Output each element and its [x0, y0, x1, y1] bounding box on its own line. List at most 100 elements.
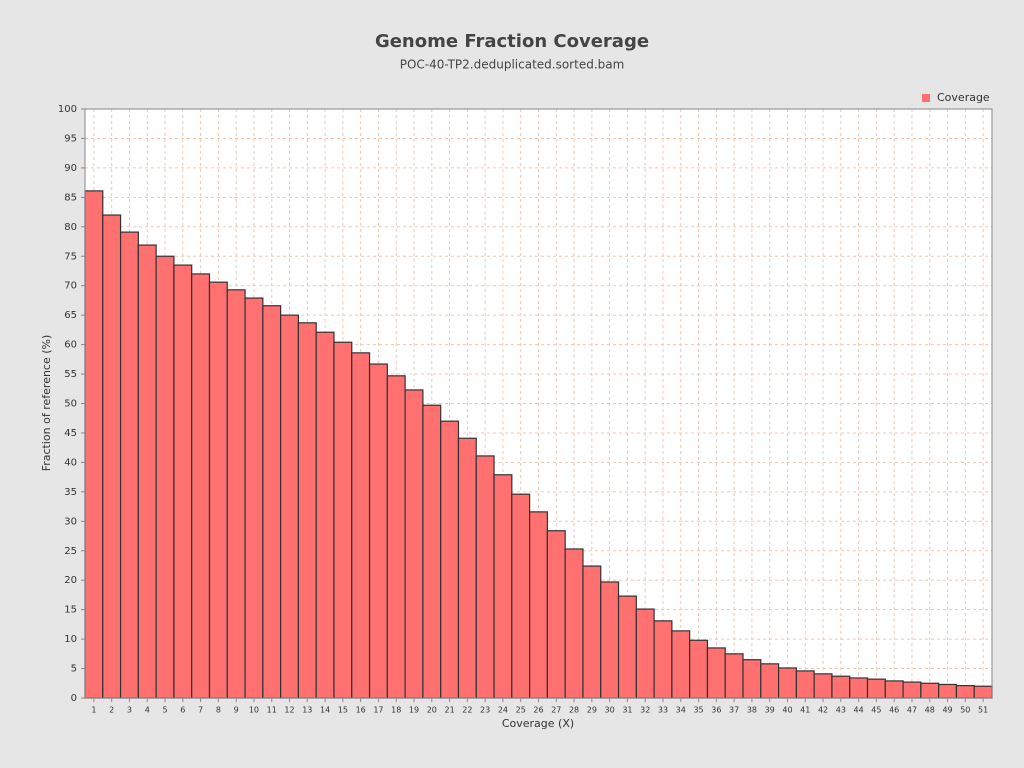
y-tick-label: 30 [64, 516, 77, 527]
y-tick-label: 75 [64, 251, 77, 262]
x-tick-label: 15 [338, 706, 348, 715]
x-tick-label: 31 [622, 706, 632, 715]
y-tick-label: 25 [64, 546, 77, 557]
bar [244, 297, 264, 699]
bar [653, 620, 673, 699]
bar [920, 682, 940, 699]
x-tick-label: 14 [320, 706, 330, 715]
bar [866, 678, 886, 699]
bar [689, 639, 709, 699]
bar [831, 675, 851, 699]
bar [724, 653, 744, 699]
bar [635, 608, 655, 699]
legend-label: Coverage [937, 91, 990, 104]
x-axis-label: Coverage (X) [502, 717, 574, 730]
y-tick-label: 15 [64, 605, 77, 616]
x-tick-label: 12 [284, 706, 294, 715]
bar [191, 273, 211, 699]
bar [849, 677, 869, 699]
y-tick-label: 85 [64, 192, 77, 203]
y-axis-label: Fraction of reference (%) [40, 335, 53, 472]
x-tick-label: 51 [978, 706, 988, 715]
bar [493, 474, 513, 699]
x-tick-label: 20 [427, 706, 437, 715]
y-tick-label: 65 [64, 310, 77, 321]
bar [742, 659, 762, 699]
x-tick-label: 21 [444, 706, 454, 715]
x-tick-label: 4 [145, 706, 150, 715]
y-tick-label: 40 [64, 457, 77, 468]
x-tick-label: 41 [800, 706, 810, 715]
y-tick-label: 35 [64, 487, 77, 498]
bar [315, 331, 335, 699]
bar [617, 595, 637, 699]
bar [973, 685, 993, 699]
bar [884, 680, 904, 699]
y-tick-label: 70 [64, 281, 77, 292]
bar [368, 363, 388, 699]
bar [902, 681, 922, 699]
bar [262, 305, 282, 699]
x-tick-label: 33 [658, 706, 668, 715]
x-tick-label: 5 [162, 706, 167, 715]
bar [546, 530, 566, 699]
bar [280, 314, 300, 699]
bar [137, 244, 157, 699]
x-tick-label: 10 [249, 706, 259, 715]
bar [386, 375, 406, 699]
bar [955, 685, 975, 699]
x-tick-label: 23 [480, 706, 490, 715]
bar [511, 493, 531, 699]
x-tick-label: 16 [356, 706, 366, 715]
bar [671, 630, 691, 699]
bar [582, 565, 602, 699]
bar [297, 322, 317, 699]
y-tick-label: 90 [64, 163, 77, 174]
x-tick-label: 40 [782, 706, 792, 715]
x-tick-label: 9 [234, 706, 239, 715]
x-tick-label: 36 [711, 706, 721, 715]
bar [226, 289, 246, 699]
y-tick-label: 20 [64, 575, 77, 586]
bar [84, 190, 104, 699]
y-tick-label: 100 [58, 104, 77, 115]
y-tick-label: 50 [64, 399, 77, 410]
bar [795, 670, 815, 699]
x-tick-label: 1 [91, 706, 96, 715]
bar [422, 404, 442, 699]
x-tick-label: 46 [889, 706, 899, 715]
x-tick-label: 28 [569, 706, 579, 715]
x-tick-label: 39 [765, 706, 775, 715]
x-tick-label: 3 [127, 706, 132, 715]
bar [600, 581, 620, 699]
bar [564, 548, 584, 699]
x-tick-label: 13 [302, 706, 312, 715]
bar [440, 420, 460, 699]
y-tick-label: 60 [64, 340, 77, 351]
y-tick-label: 10 [64, 634, 77, 645]
bar [777, 667, 797, 699]
bar [813, 673, 833, 699]
x-tick-label: 35 [693, 706, 703, 715]
x-tick-label: 17 [373, 706, 383, 715]
legend-swatch [922, 94, 930, 102]
y-tick-label: 45 [64, 428, 77, 439]
bar [457, 437, 477, 699]
x-tick-label: 11 [267, 706, 277, 715]
x-tick-label: 7 [198, 706, 203, 715]
bar [102, 214, 122, 699]
x-tick-label: 22 [462, 706, 472, 715]
x-tick-label: 34 [676, 706, 686, 715]
x-tick-label: 44 [854, 706, 864, 715]
bar [155, 255, 175, 699]
bar [938, 683, 958, 699]
bar [706, 647, 726, 699]
y-tick-label: 95 [64, 133, 77, 144]
x-tick-label: 6 [180, 706, 185, 715]
x-tick-label: 18 [391, 706, 401, 715]
y-tick-label: 0 [71, 693, 77, 704]
x-tick-label: 48 [925, 706, 935, 715]
x-tick-label: 47 [907, 706, 917, 715]
x-tick-label: 37 [729, 706, 739, 715]
